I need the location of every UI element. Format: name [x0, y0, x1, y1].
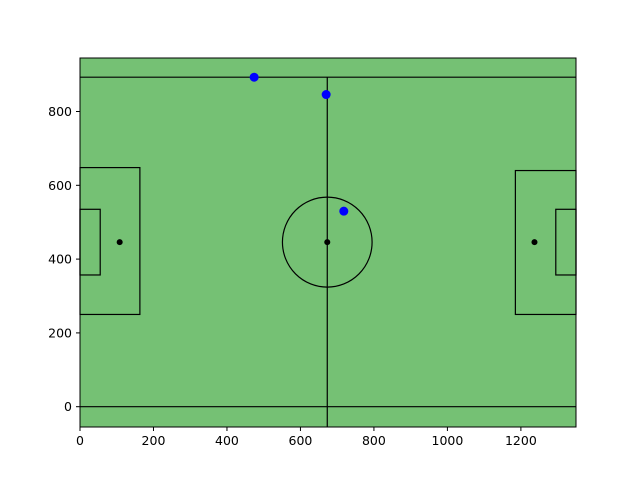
left-penalty-spot [116, 239, 123, 246]
axes-frame [79, 57, 577, 428]
x-tick-label: 600 [289, 433, 313, 448]
data-point [321, 90, 331, 100]
axes: 0 200 400 600 800 1000 1200 0 200 400 600 800 [48, 57, 577, 448]
data-points [249, 72, 349, 216]
center-circle [281, 196, 373, 288]
y-tick-label: 200 [48, 325, 72, 340]
x-tick-label: 800 [362, 433, 386, 448]
x-tick-label: 1200 [505, 433, 537, 448]
y-tick-label: 800 [48, 104, 72, 119]
x-tick-label: 0 [76, 433, 84, 448]
y-tick-label: 400 [48, 252, 72, 267]
center-spot [324, 239, 331, 246]
x-tick-label: 1000 [432, 433, 464, 448]
pitch-spots [116, 239, 538, 246]
data-point [249, 72, 259, 82]
data-point [339, 206, 349, 216]
right-penalty-spot [531, 239, 538, 246]
y-tick-label: 0 [64, 399, 72, 414]
x-tick-label: 400 [215, 433, 239, 448]
x-tick-label: 200 [142, 433, 166, 448]
y-tick-label: 600 [48, 178, 72, 193]
